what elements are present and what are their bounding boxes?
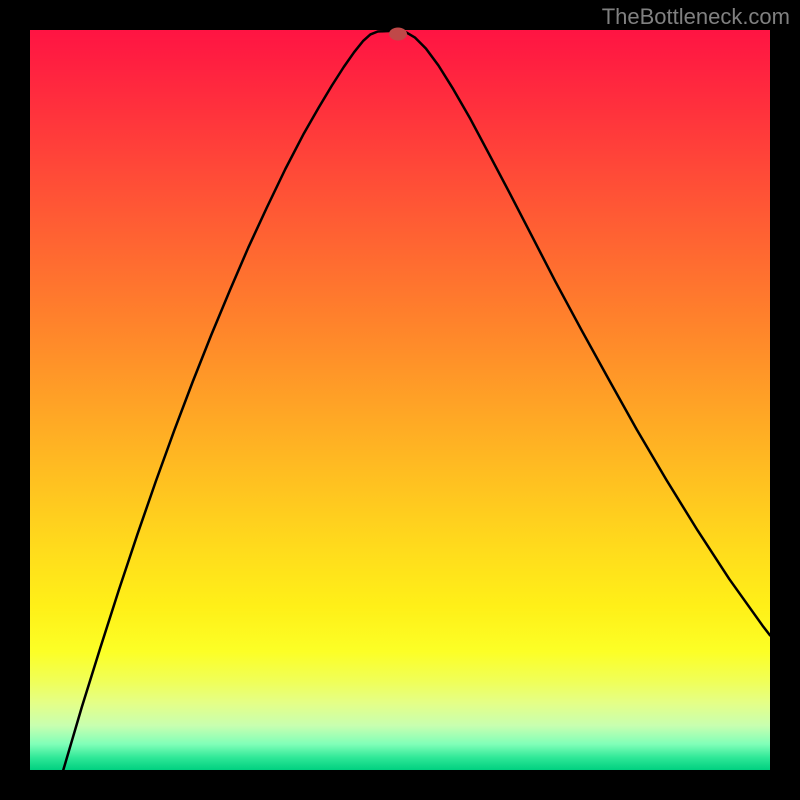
bottleneck-chart — [30, 30, 770, 770]
watermark-text: TheBottleneck.com — [602, 4, 790, 30]
bottleneck-marker — [389, 27, 407, 40]
chart-curve — [30, 30, 770, 770]
